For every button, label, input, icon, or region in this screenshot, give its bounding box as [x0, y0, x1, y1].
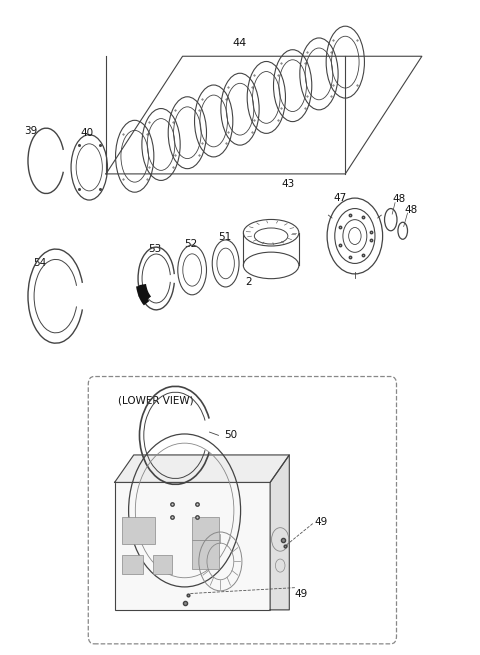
- Bar: [153, 555, 172, 574]
- Polygon shape: [106, 56, 422, 174]
- Text: 48: 48: [405, 205, 418, 215]
- Bar: [122, 517, 156, 544]
- Text: 2: 2: [245, 277, 252, 287]
- Polygon shape: [115, 455, 289, 482]
- Text: 40: 40: [80, 128, 94, 138]
- Text: 52: 52: [184, 239, 198, 249]
- Text: 44: 44: [233, 38, 247, 48]
- Text: 49: 49: [295, 589, 308, 599]
- Bar: [122, 555, 144, 574]
- Text: 51: 51: [218, 233, 231, 242]
- Text: 53: 53: [148, 244, 161, 254]
- Text: (LOWER VIEW): (LOWER VIEW): [118, 396, 193, 405]
- Text: 54: 54: [33, 259, 47, 269]
- Bar: [115, 482, 270, 610]
- Text: 50: 50: [224, 430, 237, 440]
- Bar: [192, 517, 219, 540]
- Text: 49: 49: [315, 517, 328, 527]
- Text: 47: 47: [334, 193, 347, 203]
- Text: 39: 39: [24, 126, 37, 136]
- Bar: [192, 540, 219, 569]
- Text: 48: 48: [392, 194, 406, 204]
- Polygon shape: [270, 455, 289, 610]
- Text: 43: 43: [281, 179, 295, 189]
